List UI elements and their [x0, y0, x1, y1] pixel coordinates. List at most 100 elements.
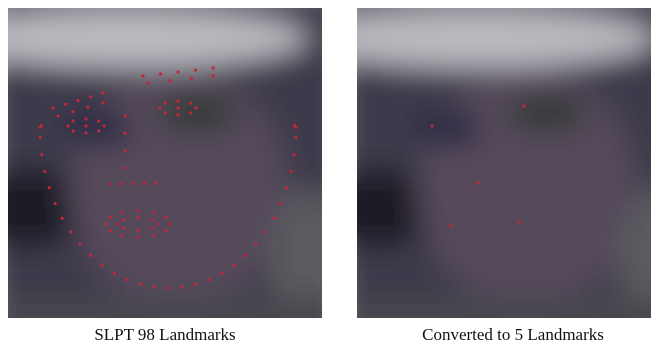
- landmark: [159, 72, 162, 75]
- landmark: [108, 182, 111, 185]
- landmark: [71, 110, 74, 113]
- landmark: [294, 136, 297, 139]
- landmark: [211, 66, 214, 69]
- landmark: [131, 182, 134, 185]
- landmark: [136, 209, 139, 212]
- landmark: [164, 229, 167, 232]
- landmark: [123, 114, 126, 117]
- landmark: [449, 224, 452, 227]
- landmark: [89, 95, 92, 98]
- landmark: [69, 230, 72, 233]
- landmark: [143, 182, 146, 185]
- landmark: [158, 106, 161, 109]
- landmark: [151, 227, 154, 230]
- left-image: [0, 0, 348, 350]
- landmark: [48, 186, 51, 189]
- landmark: [139, 283, 142, 286]
- landmark: [39, 136, 42, 139]
- landmark: [97, 129, 100, 132]
- landmark: [84, 124, 87, 127]
- landmark: [51, 106, 54, 109]
- landmark: [176, 106, 179, 109]
- landmark: [232, 264, 235, 267]
- landmark: [109, 216, 112, 219]
- landmark: [152, 234, 155, 237]
- landmark: [180, 285, 183, 288]
- landmark: [39, 126, 42, 129]
- landmark: [476, 181, 479, 184]
- landmark: [89, 254, 92, 257]
- landmark: [285, 186, 288, 189]
- landmark: [522, 104, 525, 107]
- landmark: [126, 278, 129, 281]
- caption: SLPT 98 Landmarks: [94, 325, 235, 344]
- landmark: [66, 124, 69, 127]
- landmark: [141, 74, 144, 77]
- landmark: [102, 124, 105, 127]
- landmark: [164, 101, 167, 104]
- landmark: [101, 264, 104, 267]
- landmark: [84, 117, 87, 120]
- landmark: [123, 132, 126, 135]
- landmark: [136, 228, 139, 231]
- landmark: [101, 91, 104, 94]
- landmark: [56, 114, 59, 117]
- landmark: [176, 99, 179, 102]
- landmark: [264, 230, 267, 233]
- landmark: [122, 227, 125, 230]
- caption: Converted to 5 Landmarks: [422, 325, 604, 344]
- landmark: [146, 81, 149, 84]
- landmark: [123, 166, 126, 169]
- landmark: [136, 235, 139, 238]
- landmark: [164, 111, 167, 114]
- landmark: [120, 211, 123, 214]
- landmark: [279, 202, 282, 205]
- landmark: [211, 74, 214, 77]
- landmark: [113, 272, 116, 275]
- landmark: [190, 77, 193, 80]
- landmark: [194, 68, 197, 71]
- landmark: [120, 182, 123, 185]
- landmark: [152, 211, 155, 214]
- landmark: [164, 216, 167, 219]
- landmark: [517, 220, 520, 223]
- right-image: [297, 0, 660, 350]
- landmark: [136, 216, 139, 219]
- landmark: [109, 229, 112, 232]
- landmark: [101, 101, 104, 104]
- landmark: [61, 217, 64, 220]
- landmark: [86, 106, 89, 109]
- landmark: [176, 113, 179, 116]
- landmark: [79, 243, 82, 246]
- landmark: [293, 124, 296, 127]
- landmark: [84, 131, 87, 134]
- landmark: [220, 272, 223, 275]
- landmark: [104, 222, 107, 225]
- landmark: [153, 285, 156, 288]
- landmark: [430, 124, 433, 127]
- landmark: [154, 181, 157, 184]
- landmark: [290, 170, 293, 173]
- landmark: [272, 217, 275, 220]
- landmark: [72, 129, 75, 132]
- landmark: [40, 153, 43, 156]
- landmark: [151, 218, 154, 221]
- landmark: [64, 103, 67, 106]
- page: SLPT 98 Landmarks Converted to 5 Landmar…: [0, 0, 660, 350]
- landmark: [168, 222, 171, 225]
- figure: SLPT 98 Landmarks Converted to 5 Landmar…: [0, 0, 660, 350]
- landmark: [293, 153, 296, 156]
- landmark: [123, 149, 126, 152]
- landmark: [194, 283, 197, 286]
- landmark: [122, 218, 125, 221]
- landmark: [156, 222, 159, 225]
- landmark: [189, 101, 192, 104]
- landmark: [207, 278, 210, 281]
- landmark: [116, 222, 119, 225]
- landmark: [168, 79, 171, 82]
- landmark: [189, 111, 192, 114]
- landmark: [76, 99, 79, 102]
- landmark: [176, 70, 179, 73]
- landmark: [254, 243, 257, 246]
- landmark: [72, 119, 75, 122]
